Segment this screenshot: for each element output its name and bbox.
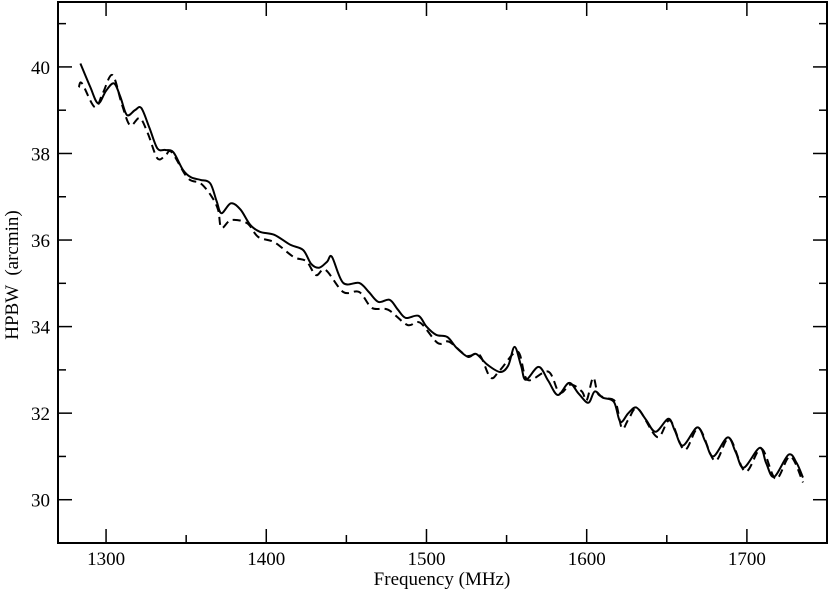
series-lines <box>77 63 804 483</box>
series-line-solid <box>79 63 804 479</box>
x-tick-label: 1600 <box>568 549 606 570</box>
y-tick-label: 30 <box>31 491 50 512</box>
series-line-dashed <box>77 74 804 483</box>
y-axis-label: HPBW (arcmin) <box>2 210 23 339</box>
x-tick-label: 1700 <box>728 549 766 570</box>
axis-ticks <box>58 2 827 544</box>
y-tick-label: 36 <box>31 231 50 252</box>
y-tick-labels: 30 32 34 36 38 40 <box>31 58 51 512</box>
x-tick-labels: 1300 1400 1500 1600 1700 <box>87 549 766 570</box>
x-tick-label: 1400 <box>247 549 285 570</box>
plot-frame <box>57 1 828 544</box>
x-tick-label: 1300 <box>87 549 125 570</box>
x-tick-label: 1500 <box>407 549 445 570</box>
y-tick-label: 32 <box>31 404 50 425</box>
y-tick-label: 40 <box>31 58 50 79</box>
x-axis-label: Frequency (MHz) <box>374 569 511 590</box>
y-tick-label: 38 <box>31 144 50 165</box>
y-tick-label: 34 <box>31 318 51 339</box>
